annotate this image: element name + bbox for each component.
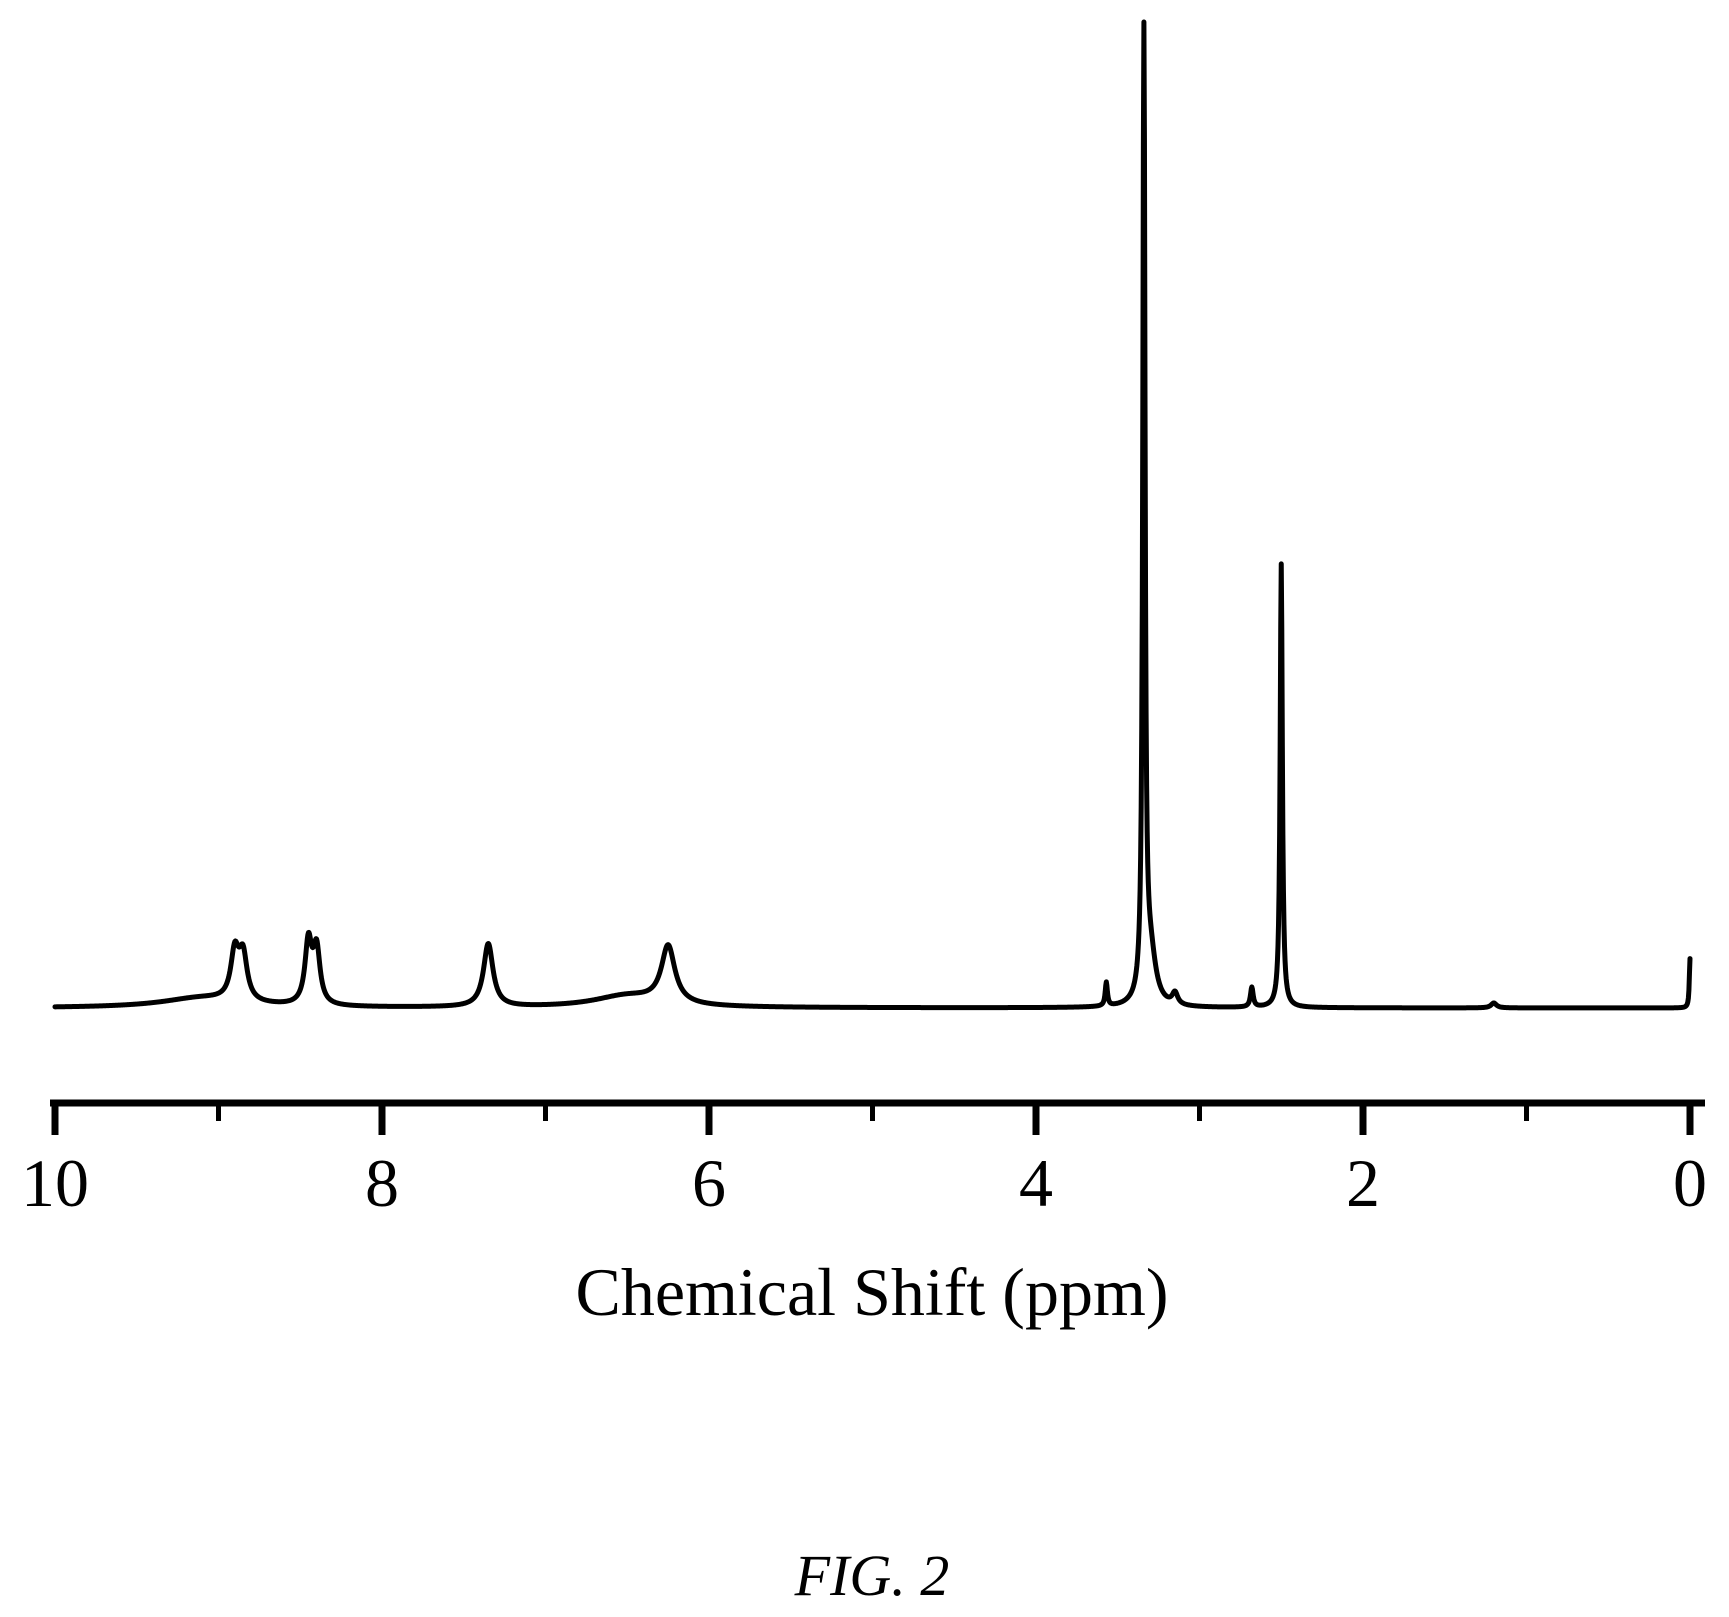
x-tick-label: 8 [365,1145,399,1221]
x-tick-label: 2 [1346,1145,1380,1221]
spectrum-trace [52,19,1693,1011]
x-tick-label: 4 [1019,1145,1053,1221]
x-tick-label: 10 [21,1145,89,1221]
x-axis-ticks [51,1103,1694,1135]
x-axis-title: Chemical Shift (ppm) [575,1254,1168,1330]
plot-area [52,19,1693,1011]
x-tick-label: 0 [1673,1145,1707,1221]
figure-caption: FIG. 2 [794,1543,950,1608]
x-tick-label: 6 [692,1145,726,1221]
x-axis: 10 8 6 4 2 0 [21,1099,1707,1221]
x-axis-tick-labels: 10 8 6 4 2 0 [21,1145,1707,1221]
